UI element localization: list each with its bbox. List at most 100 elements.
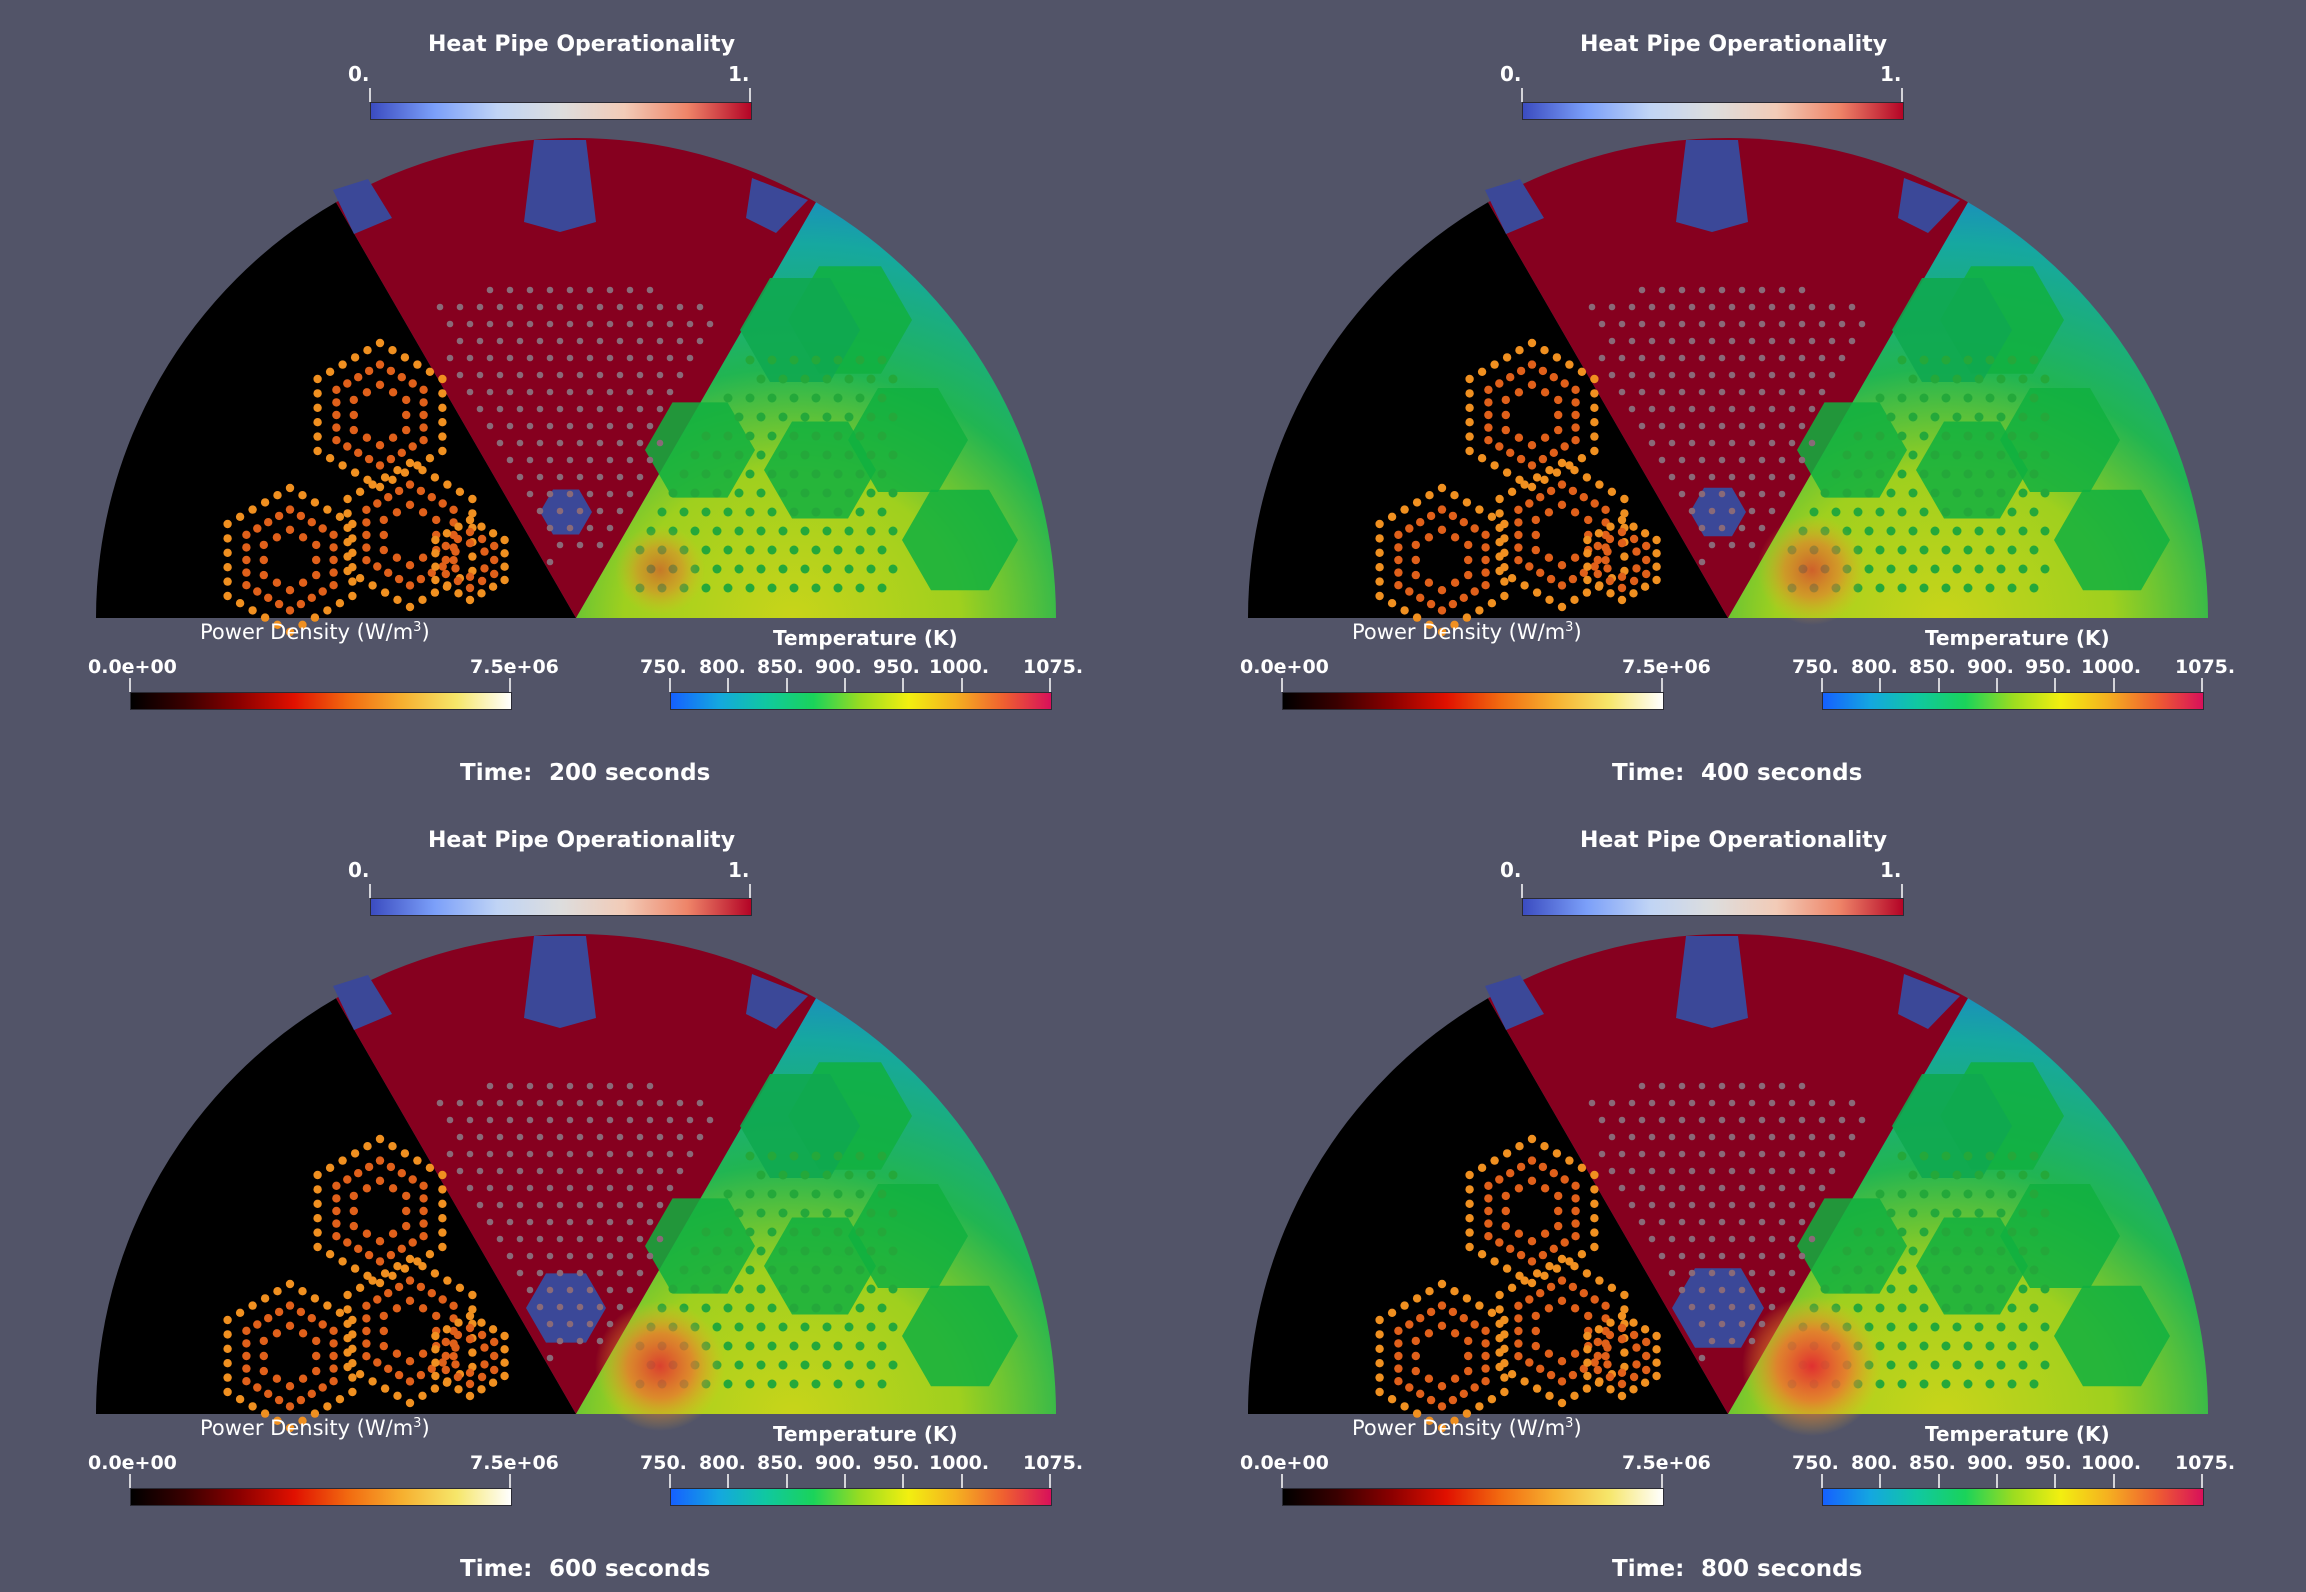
- fuel-pin: [1487, 1395, 1497, 1404]
- heat-pipe-pin: [656, 1099, 664, 1107]
- temperature-pin: [723, 1265, 733, 1275]
- heat-pipe-pin: [556, 439, 564, 447]
- heat-pipe-pin: [1808, 405, 1816, 413]
- heat-pipe-pin: [666, 388, 674, 396]
- temperature-pin: [2018, 488, 2028, 498]
- fuel-pin: [1514, 1339, 1523, 1348]
- fuel-pin: [1465, 1214, 1474, 1223]
- heat-pipe-pin: [1648, 1133, 1656, 1141]
- fuel-pin: [1394, 1377, 1403, 1386]
- fuel-pin: [312, 540, 321, 550]
- heat-pipe-pin: [1838, 320, 1846, 328]
- temperature-pin: [1974, 412, 1984, 422]
- temperature-pin: [745, 1379, 755, 1389]
- fuel-pin: [1525, 1295, 1534, 1304]
- temperature-pin: [789, 431, 799, 441]
- heat-pipe-pin: [466, 388, 474, 396]
- heat-pipe-pin: [1718, 1150, 1726, 1158]
- fuel-pin: [1642, 1337, 1651, 1347]
- heat-pipe-pin: [486, 354, 494, 362]
- temperature-pin: [877, 1151, 887, 1161]
- heat-pipe-pin: [1688, 337, 1696, 345]
- fuel-pin: [1477, 1250, 1487, 1259]
- heat-pipe-legend-title: Heat Pipe Operationality: [428, 828, 736, 853]
- fuel-pin: [363, 346, 372, 355]
- heat-pipe-pin: [626, 354, 634, 362]
- fuel-pin: [408, 379, 417, 388]
- heat-pipe-pin: [656, 439, 664, 447]
- fuel-pin: [477, 1372, 487, 1382]
- temperature-pin: [712, 1284, 722, 1294]
- heat-pipe-pin: [1618, 1184, 1626, 1192]
- fuel-pin: [242, 1364, 251, 1373]
- fuel-pin: [343, 379, 352, 388]
- heat-pipe-pin: [1858, 320, 1866, 328]
- temperature-pin: [822, 412, 832, 422]
- heat-pipe-pin: [1628, 1167, 1636, 1175]
- fuel-pin: [490, 1351, 499, 1361]
- fuel-pin: [242, 530, 251, 539]
- temperature-pin: [701, 469, 711, 479]
- heat-pipe-pin: [666, 1150, 674, 1158]
- temperature-pin: [1963, 431, 1973, 441]
- temperature-pin: [789, 1303, 799, 1313]
- heat-pipe-pin: [1638, 1082, 1646, 1090]
- temperature-pin: [800, 1170, 810, 1180]
- fuel-pin: [1500, 534, 1509, 543]
- legend-ticks: [1281, 88, 2203, 692]
- fuel-pin: [1484, 398, 1493, 407]
- heat-pipe-pin: [556, 1099, 564, 1107]
- temperature-pin: [866, 450, 876, 460]
- temperature-pin: [1996, 564, 2006, 574]
- heat-pipe-pin: [566, 388, 574, 396]
- heat-pipe-pin: [1608, 1167, 1616, 1175]
- heat-pipe-pin: [616, 303, 624, 311]
- fuel-pin: [1412, 1409, 1422, 1418]
- temperature-pin: [1875, 393, 1885, 403]
- temperature-pin: [767, 507, 777, 517]
- fuel-pin: [402, 395, 411, 405]
- temperature-pin: [1974, 1170, 1984, 1180]
- fuel-pin: [310, 613, 320, 622]
- temperature-pin: [2018, 1246, 2028, 1256]
- assembly-block: [902, 1285, 1018, 1387]
- heat-pipe-pin: [646, 354, 654, 362]
- temperature-pin: [701, 1227, 711, 1237]
- temperature-pin: [2018, 412, 2028, 422]
- heat-pipe-pin: [686, 1150, 694, 1158]
- fuel-pin: [1560, 442, 1569, 451]
- heat-pipe-pin: [1708, 1201, 1716, 1209]
- temperature-pin: [1963, 1379, 1973, 1389]
- heat-pipe-pin: [1698, 1150, 1706, 1158]
- failed-heat-pipe-zone: [1690, 487, 1746, 537]
- fuel-pin: [394, 1282, 404, 1292]
- heat-pipe-pin: [1758, 1150, 1766, 1158]
- temperature-pin: [1963, 1227, 1973, 1237]
- heat-pipe-pin: [676, 1099, 684, 1107]
- heat-pipe-pin: [576, 1235, 584, 1243]
- fuel-pin: [1470, 524, 1479, 533]
- temperature-pin: [1941, 1341, 1951, 1351]
- temperature-pin: [822, 564, 832, 574]
- heat-pipe-pin: [576, 303, 584, 311]
- fuel-pin: [1437, 1279, 1447, 1289]
- fuel-pin: [1525, 562, 1534, 571]
- heat-pipe-pin: [546, 1218, 554, 1226]
- heat-pipe-pin: [476, 1201, 484, 1209]
- heat-pipe-pin: [1658, 1116, 1666, 1124]
- fuel-pin: [405, 581, 415, 590]
- temperature-tick-label: 750.: [1792, 656, 1839, 678]
- temperature-pin: [888, 1208, 898, 1218]
- heat-pipe-pin: [566, 1320, 574, 1328]
- heat-pipe-pin: [706, 1116, 714, 1124]
- heat-pipe-pin: [606, 1218, 614, 1226]
- heat-pipe-pin: [1748, 1235, 1756, 1243]
- temperature-pin: [679, 469, 689, 479]
- heat-pipe-pin: [586, 354, 594, 362]
- temperature-pin: [2007, 1189, 2017, 1199]
- temperature-pin: [811, 583, 821, 593]
- heat-pipe-pin: [1708, 1133, 1716, 1141]
- fuel-pin: [1603, 547, 1612, 556]
- fuel-pin: [1495, 442, 1504, 451]
- fuel-pin: [310, 1294, 320, 1303]
